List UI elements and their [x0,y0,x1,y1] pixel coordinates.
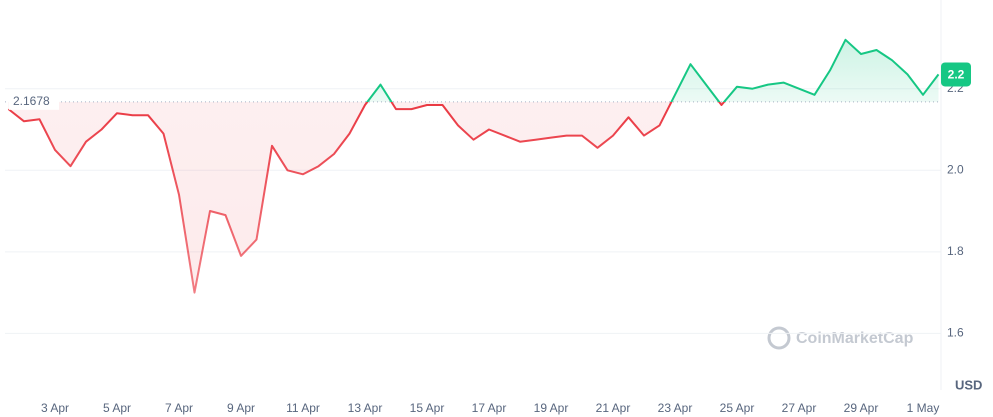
current-price-badge [941,62,971,87]
watermark-text: CoinMarketCap [796,330,914,347]
x-tick-label: 11 Apr [286,401,320,415]
x-tick-label: 29 Apr [844,401,879,415]
x-tick-label: 1 May [907,401,940,415]
baseline-label: 2.1678 [13,94,50,108]
watermark-logo [767,326,791,350]
price-line [7,38,940,294]
y-tick-label: 2.0 [947,162,964,176]
x-tick-label: 7 Apr [165,401,193,415]
x-tick-label: 15 Apr [410,401,445,415]
price-area [8,39,939,293]
x-tick-label: 27 Apr [782,401,817,415]
x-tick-label: 17 Apr [472,401,507,415]
x-tick-label: 5 Apr [103,401,131,415]
x-tick-label: 25 Apr [720,401,755,415]
y-tick-label: 1.6 [947,326,964,340]
current-price-label: 2.2 [948,68,965,82]
x-tick-label: 3 Apr [41,401,69,415]
watermark: CoinMarketCap [767,326,914,350]
x-tick-label: 19 Apr [534,401,569,415]
y-tick-label: 1.8 [947,244,964,258]
x-tick-label: 23 Apr [658,401,693,415]
x-tick-label: 21 Apr [596,401,631,415]
currency-label: USD [955,377,982,392]
x-tick-label: 13 Apr [348,401,383,415]
x-tick-label: 9 Apr [227,401,255,415]
baseline-label-bg [9,92,59,110]
